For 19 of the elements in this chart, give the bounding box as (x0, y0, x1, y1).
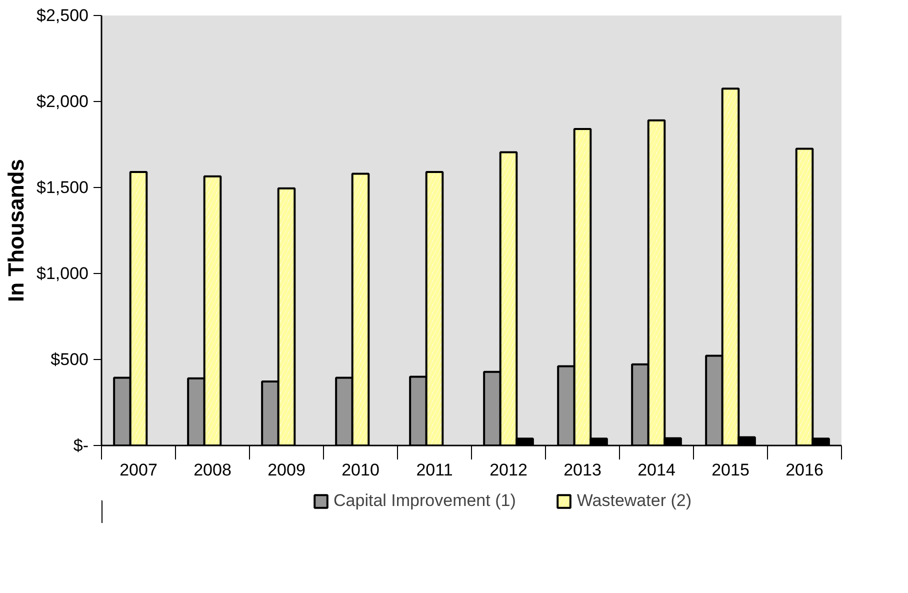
x-tick-label: 2009 (268, 460, 306, 480)
y-tick-label: $500 (50, 350, 89, 369)
x-tick-label: 2014 (638, 460, 676, 480)
y-tick-label: $1,000 (36, 264, 89, 283)
y-tick-label: $- (73, 436, 89, 455)
y-tick-label: $1,500 (36, 178, 89, 197)
legend-label: Capital Improvement (1) (334, 490, 516, 510)
x-tick-label: 2015 (712, 460, 750, 480)
x-tick-label: 2012 (490, 460, 528, 480)
y-tick-label: $2,000 (36, 92, 89, 111)
x-tick-label: 2013 (564, 460, 602, 480)
x-tick-label: 2016 (786, 460, 824, 480)
y-tick-label: $2,500 (36, 6, 89, 25)
y-axis-title: In Thousands (4, 159, 29, 302)
x-tick-label: 2008 (194, 460, 232, 480)
x-tick-label: 2010 (342, 460, 380, 480)
x-tick-label: 2011 (416, 460, 453, 480)
legend-label: Wastewater (2) (576, 490, 692, 510)
x-tick-label: 2007 (120, 460, 158, 480)
